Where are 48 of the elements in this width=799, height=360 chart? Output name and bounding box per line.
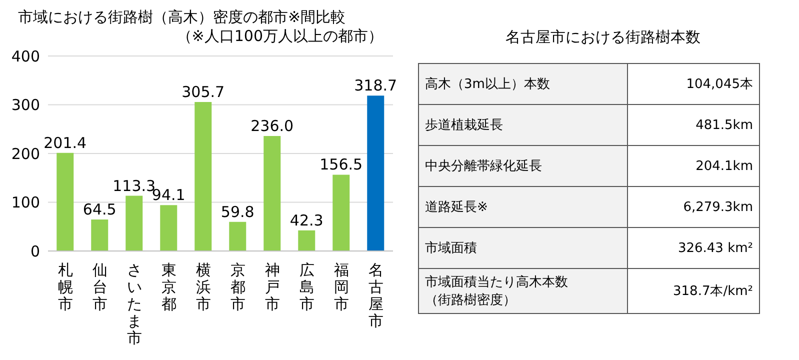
y-tick-label: 0 xyxy=(30,242,40,260)
bar xyxy=(367,96,384,251)
x-tick-label: さいたま市 xyxy=(126,261,142,347)
bar xyxy=(91,220,108,251)
text: 歩道植栽延長 xyxy=(425,117,504,134)
data-label: 64.5 xyxy=(82,200,116,219)
text: 6,279.3km xyxy=(628,186,760,228)
bar xyxy=(264,136,281,251)
chart-title: 市域における街路樹（高木）密度の都市※間比較 xyxy=(18,8,347,27)
data-label: 42.3 xyxy=(290,211,324,230)
data-label: 305.7 xyxy=(182,82,225,101)
bar xyxy=(126,196,143,251)
chart-subtitle: （※人口100万人以上の都市） xyxy=(176,27,384,46)
x-tick-label: 京都市 xyxy=(230,261,246,313)
y-tick-label: 400 xyxy=(11,47,40,66)
text: 中央分離帯緑化延長 xyxy=(425,158,543,175)
bar xyxy=(332,174,350,251)
bar xyxy=(298,230,316,251)
data-label: 59.8 xyxy=(220,202,254,221)
data-label: 201.4 xyxy=(44,134,87,152)
x-tick-label: 横浜市 xyxy=(196,261,211,313)
text: 高木（3m以上）本数 xyxy=(425,76,551,93)
bar xyxy=(194,102,212,251)
text: 道路延長※ xyxy=(425,199,489,216)
y-tick-label: 300 xyxy=(11,96,40,114)
data-label: 318.7 xyxy=(354,76,398,95)
data-label: 156.5 xyxy=(320,156,363,174)
text: 市域面積 xyxy=(425,240,478,257)
bar xyxy=(229,222,246,251)
bar xyxy=(160,205,178,251)
text: 326.43 km² xyxy=(628,228,760,268)
bar xyxy=(56,152,74,251)
text: 204.1km xyxy=(628,146,760,186)
text: 名古屋市における街路樹本数 xyxy=(504,28,702,47)
text: 318.7本/km² xyxy=(628,268,760,314)
x-tick-label: 神戸市 xyxy=(264,261,280,313)
data-label: 236.0 xyxy=(250,116,294,135)
x-tick-label: 札幌市 xyxy=(58,261,73,313)
x-tick-label: 名古屋市 xyxy=(368,261,384,330)
x-tick-label: 仙台市 xyxy=(92,261,108,313)
x-tick-label: 広島市 xyxy=(299,261,314,313)
y-tick-label: 100 xyxy=(11,194,40,212)
y-tick-label: 200 xyxy=(11,144,40,163)
x-tick-label: 福岡市 xyxy=(334,261,349,313)
x-tick-label: 東京都 xyxy=(161,261,176,313)
text: 481.5km xyxy=(628,104,760,146)
text: 104,045本 xyxy=(628,64,760,104)
text: 市域面積当たり高木本数（街路樹密度） xyxy=(425,274,569,309)
